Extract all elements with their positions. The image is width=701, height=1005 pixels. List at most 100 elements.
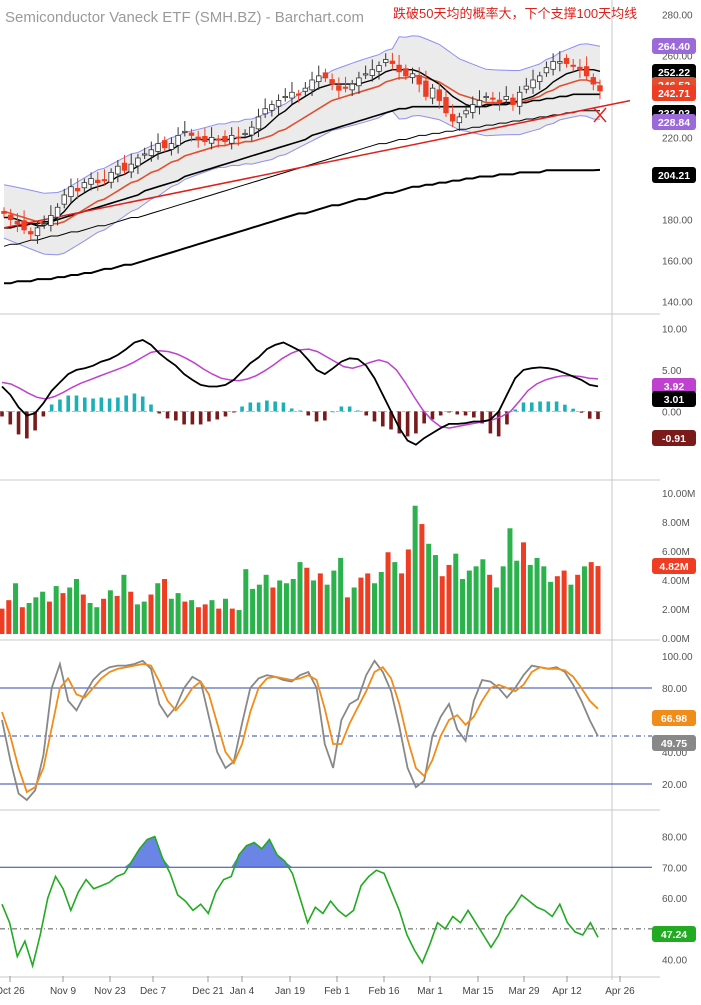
volume-bar (412, 505, 418, 634)
volume-bar (94, 607, 100, 634)
candle-body (41, 223, 47, 226)
x-tick-label: Mar 29 (508, 986, 540, 997)
x-tick-label: Dec 21 (192, 986, 224, 997)
macd-histogram-bar (306, 411, 311, 416)
volume-bar (493, 587, 499, 634)
price-y-tick-label: 220.00 (662, 133, 693, 144)
volume-bar (121, 574, 127, 634)
macd-histogram-bar (554, 401, 559, 412)
price-y-tick-label: 160.00 (662, 257, 693, 268)
candle-body (530, 79, 536, 89)
vol-value-badge-label: 4.82M (659, 561, 688, 573)
stoch-k-line (1, 659, 599, 802)
volume-bar (405, 549, 411, 634)
x-tick-label: Feb 16 (368, 986, 400, 997)
macd-histogram-bar (430, 411, 435, 420)
candle-body (583, 66, 590, 77)
candle-body (577, 66, 583, 71)
price-value-badges: 264.40252.22246.52242.71233.03228.84204.… (652, 38, 696, 183)
macd-histogram-bar (397, 411, 402, 434)
volume-bar (80, 594, 86, 634)
macd-value-badge (652, 378, 696, 394)
volume-bar (358, 577, 364, 634)
volume-bar (331, 570, 337, 634)
candle-body (21, 220, 27, 231)
price-y-tick-label: 180.00 (662, 216, 693, 227)
candle-body (416, 75, 422, 85)
macd-y-tick-label: 0.00 (662, 407, 682, 418)
candle-body (14, 220, 21, 225)
macd-histogram-bar (66, 395, 71, 412)
volume-bar (229, 608, 235, 634)
candle-body (249, 126, 255, 136)
candle-body (208, 137, 215, 144)
support-trendline (3, 99, 631, 229)
volume-bar (399, 573, 405, 634)
macd-histogram-bar (248, 402, 253, 412)
vol-y-tick-label: 8.00M (662, 518, 690, 529)
rsi-y-tick-label: 40.00 (662, 956, 687, 967)
chart-title: Semiconductor Vaneck ETF (SMH.BZ) - Barc… (5, 9, 364, 26)
volume-bar (270, 587, 276, 634)
candle-body (262, 108, 268, 115)
candle-body (543, 67, 550, 74)
rsi-y-tick-label: 80.00 (662, 832, 687, 843)
volume-bar (297, 562, 303, 634)
volume-bar (527, 564, 533, 634)
rsi-value-badges: 47.24 (652, 926, 696, 942)
macd-histogram-bar (571, 408, 575, 412)
macd-value-badges: 3.923.01 -0.91 (652, 378, 696, 446)
candle-body (443, 97, 449, 114)
volume-bar (554, 576, 560, 634)
volume-bar (263, 574, 269, 634)
candle-body (362, 73, 369, 76)
x-tick-label: Jan 4 (230, 986, 255, 997)
vol-value-badge (652, 558, 696, 574)
bollinger-lower-line (3, 110, 601, 256)
macd-histogram-bar (174, 411, 178, 421)
candle-body (383, 59, 389, 63)
macd-histogram-bar (82, 397, 87, 412)
macd-y-axis: 10.00 5.00 0.00 (662, 324, 687, 418)
macd-histogram-bar (331, 411, 335, 413)
volume-bar (134, 604, 140, 634)
volume-bar (317, 573, 323, 634)
macd-histogram-bar (223, 411, 228, 417)
volume-bars (0, 505, 601, 634)
price-value-badge-label: 242.71 (658, 88, 690, 100)
candle-body (202, 136, 208, 142)
macd-histogram-bar (298, 410, 302, 412)
macd-histogram-bar (546, 401, 551, 412)
price-y-axis: 280.00260.00240.00220.00200.00180.00160.… (662, 10, 693, 308)
price-y-tick-label: 260.00 (662, 51, 693, 62)
macd-histogram-bar (455, 411, 460, 415)
candle-body (68, 186, 74, 198)
stoch-value-badge (652, 710, 696, 726)
volume-bar (338, 557, 344, 634)
candle-body (329, 79, 335, 85)
candle-body (295, 93, 302, 96)
price-value-badge (652, 114, 696, 130)
candle-body (590, 77, 597, 85)
vol-y-axis: 10.00M 8.00M 6.00M 4.00M 2.00M 0.00M (662, 489, 695, 645)
volume-bar (168, 598, 174, 634)
volume-bar (365, 573, 371, 634)
volume-bar (216, 608, 222, 634)
volume-bar (487, 574, 493, 634)
volume-bar (426, 543, 432, 634)
candle-body (88, 178, 94, 185)
macd-histogram-bar (587, 411, 592, 419)
macd-value-badge-label: 3.92 (664, 381, 685, 393)
ma-200-line (4, 168, 601, 285)
candle-body (537, 75, 543, 83)
volume-bar (446, 564, 452, 634)
candle-body (275, 100, 282, 107)
volume-bar (195, 607, 201, 634)
candle-body (510, 97, 516, 106)
vol-y-tick-label: 2.00M (662, 605, 690, 616)
macd-value-badge-label: 3.01 (664, 394, 685, 406)
volume-bar (74, 579, 79, 634)
rsi-y-tick-label: 60.00 (662, 894, 687, 905)
candle-body (235, 136, 242, 139)
volume-bar (33, 597, 39, 634)
